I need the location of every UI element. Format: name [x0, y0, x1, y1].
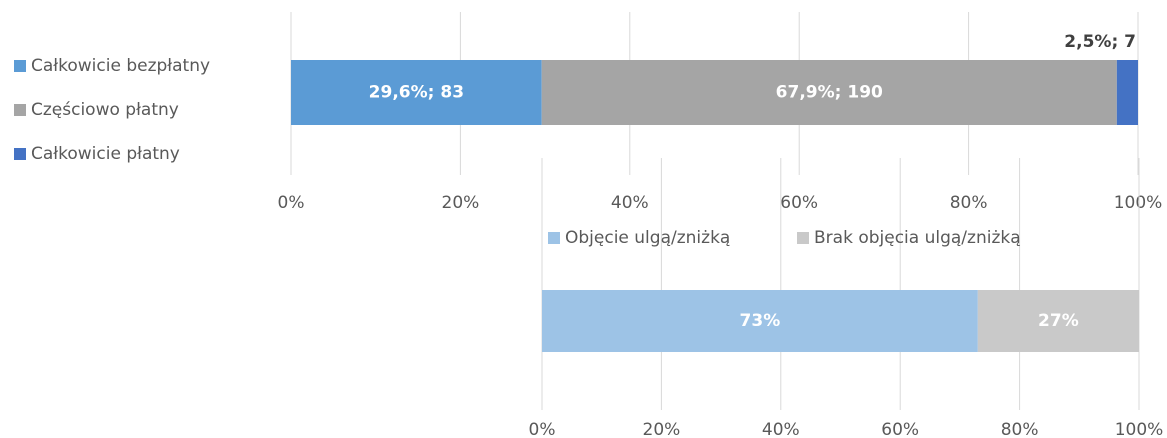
x-tick-label: 60% [881, 420, 919, 438]
x-tick-label: 40% [762, 420, 800, 438]
bar-segment [541, 60, 1117, 125]
data-label: 2,5%; 7 [1064, 32, 1136, 52]
legend-label: Objęcie ulgą/zniżką [565, 228, 730, 248]
x-tick-label: 20% [442, 193, 480, 213]
legend-swatch [14, 104, 26, 116]
x-tick-label: 80% [950, 193, 988, 213]
legend-label: Całkowicie bezpłatny [31, 56, 210, 76]
x-tick-label: 100% [1115, 420, 1164, 438]
legend-label: Całkowicie płatny [31, 144, 180, 164]
data-label: 27% [1038, 311, 1079, 331]
legend-swatch [14, 148, 26, 160]
data-label: 73% [740, 311, 781, 331]
bar-segment [291, 60, 542, 125]
legend-swatch [548, 232, 560, 244]
legend-swatch [14, 60, 26, 72]
legend-label: Brak objęcia ulgą/zniżką [814, 228, 1021, 248]
x-tick-label: 0% [278, 193, 305, 213]
x-tick-label: 40% [611, 193, 649, 213]
bar-segment [1116, 60, 1138, 125]
legend-swatch [797, 232, 809, 244]
x-tick-label: 60% [780, 193, 818, 213]
x-tick-label: 20% [643, 420, 681, 438]
x-tick-label: 0% [529, 420, 556, 438]
data-label: 29,6%; 83 [369, 83, 464, 103]
data-label: 67,9%; 190 [776, 83, 883, 103]
bar-segment [542, 290, 978, 352]
legend-label: Częściowo płatny [31, 100, 179, 120]
x-tick-label: 80% [1001, 420, 1039, 438]
bar-segment [977, 290, 1139, 352]
x-tick-label: 100% [1114, 193, 1163, 213]
